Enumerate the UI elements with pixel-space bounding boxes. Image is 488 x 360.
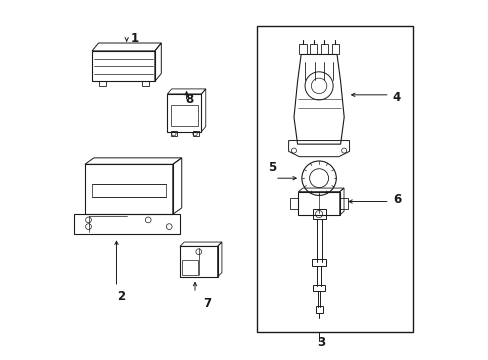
Text: 8: 8: [184, 93, 193, 106]
Bar: [180, 246, 217, 277]
Bar: [142, 81, 149, 86]
Bar: [299, 44, 306, 54]
Bar: [92, 51, 155, 81]
Bar: [340, 198, 347, 209]
Bar: [289, 198, 298, 209]
Bar: [167, 94, 201, 132]
Bar: [257, 26, 412, 332]
Text: 2: 2: [117, 290, 124, 303]
Bar: [315, 306, 322, 313]
Bar: [312, 209, 325, 220]
Bar: [192, 131, 199, 136]
Bar: [182, 260, 197, 275]
Text: 5: 5: [268, 161, 276, 174]
Text: 7: 7: [203, 297, 210, 310]
Text: 3: 3: [317, 336, 325, 348]
Bar: [320, 44, 327, 54]
Bar: [298, 192, 339, 215]
Bar: [309, 44, 317, 54]
Bar: [92, 184, 165, 197]
Bar: [331, 44, 338, 54]
Bar: [171, 131, 177, 136]
Bar: [99, 81, 106, 86]
Bar: [171, 105, 198, 126]
Text: 1: 1: [131, 32, 139, 45]
Bar: [311, 259, 325, 266]
Text: 6: 6: [392, 193, 400, 206]
Bar: [313, 285, 324, 291]
Text: 4: 4: [392, 91, 400, 104]
